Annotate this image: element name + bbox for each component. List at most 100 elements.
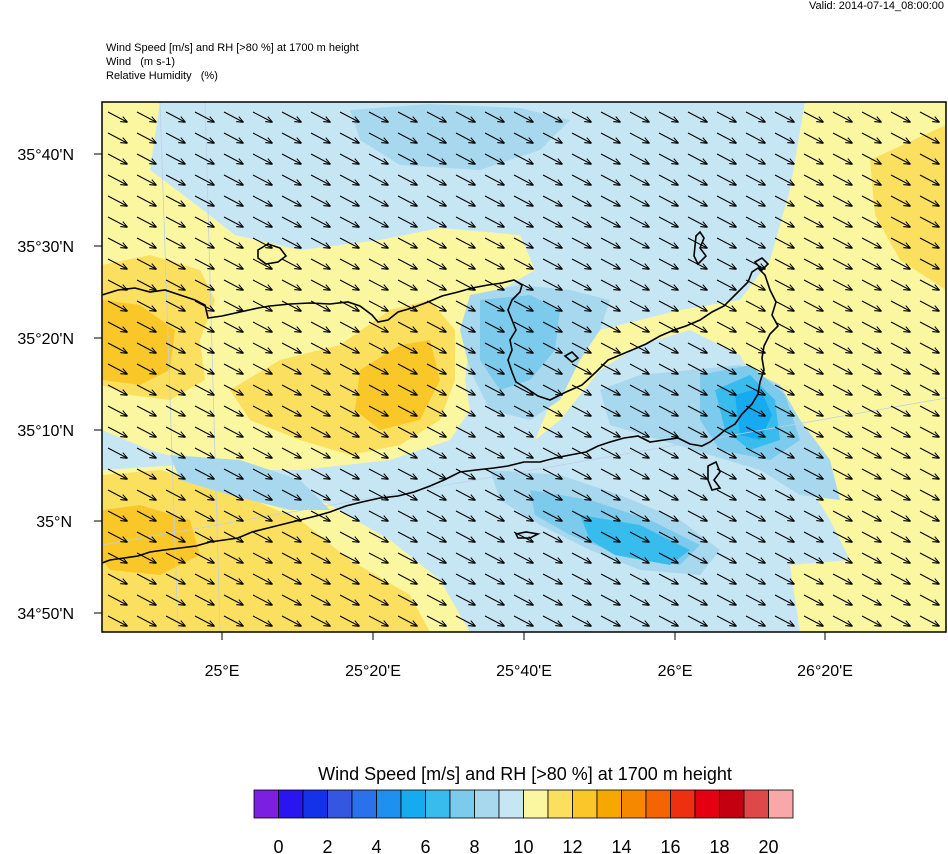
wind-arrow: [165, 510, 185, 521]
wind-arrow: [600, 384, 620, 395]
wind-arrow: [658, 594, 678, 605]
wind-arrow: [194, 447, 214, 458]
wind-arrow: [542, 426, 562, 437]
wind-arrow: [484, 615, 504, 626]
wind-arrow: [281, 510, 301, 521]
wind-arrow: [223, 552, 243, 563]
wind-arrow: [165, 447, 185, 458]
wind-arrow: [339, 174, 359, 185]
wind-arrow: [774, 195, 794, 206]
colorbar-swatch: [694, 789, 720, 819]
wind-arrow: [571, 447, 591, 458]
wind-arrow: [281, 111, 301, 122]
wind-arrow: [107, 552, 127, 563]
wind-arrow: [194, 195, 214, 206]
wind-arrow: [281, 594, 301, 605]
wind-arrow: [194, 216, 214, 227]
wind-arrow: [368, 216, 388, 227]
wind-arrow: [455, 615, 475, 626]
wind-arrow: [542, 447, 562, 458]
wind-arrow: [397, 552, 417, 563]
wind-arrow: [368, 384, 388, 395]
wind-arrow: [165, 573, 185, 584]
wind-arrow: [919, 447, 939, 458]
wind-arrow: [919, 384, 939, 395]
wind-arrow: [629, 489, 649, 500]
wind-arrow: [107, 510, 127, 521]
wind-arrow: [484, 342, 504, 353]
wind-arrow: [629, 384, 649, 395]
wind-arrow: [455, 573, 475, 584]
wind-arrow: [310, 300, 330, 311]
wind-arrow: [803, 216, 823, 227]
lon-label: 25°20'E: [345, 663, 401, 680]
wind-arrow: [339, 447, 359, 458]
wind-arrow: [513, 405, 533, 416]
wind-arrow: [165, 111, 185, 122]
wind-arrow: [542, 405, 562, 416]
wind-arrow: [687, 594, 707, 605]
wind-arrow: [600, 153, 620, 164]
wind-arrow: [890, 405, 910, 416]
wind-arrow: [832, 279, 852, 290]
wind-arrow: [919, 258, 939, 269]
wind-arrow: [484, 447, 504, 458]
wind-arrow: [252, 531, 272, 542]
wind-arrow: [426, 132, 446, 143]
wind-arrow: [368, 153, 388, 164]
wind-arrow: [687, 132, 707, 143]
colorbar-swatch: [278, 789, 304, 819]
wind-arrow: [368, 300, 388, 311]
wind-arrow: [542, 279, 562, 290]
wind-arrow: [803, 573, 823, 584]
colorbar-swatch: [719, 789, 745, 819]
wind-arrow: [571, 132, 591, 143]
wind-arrow: [890, 468, 910, 479]
colorbar-tick-label: 0: [273, 837, 283, 854]
wind-arrow: [890, 384, 910, 395]
wind-arrow: [832, 153, 852, 164]
wind-arrow: [571, 258, 591, 269]
wind-arrow: [397, 363, 417, 374]
wind-arrow: [368, 447, 388, 458]
wind-arrow: [542, 594, 562, 605]
wind-arrow: [426, 552, 446, 563]
wind-arrow: [803, 552, 823, 563]
wind-arrow: [194, 237, 214, 248]
wind-arrow: [339, 552, 359, 563]
wind-arrow: [165, 384, 185, 395]
colorbar-swatch: [425, 789, 451, 819]
wind-arrow: [542, 216, 562, 227]
lat-label: 34°50'N: [17, 606, 74, 623]
wind-arrow: [745, 468, 765, 479]
wind-arrow: [658, 426, 678, 437]
wind-arrow: [629, 111, 649, 122]
wind-arrow: [832, 195, 852, 206]
wind-arrow: [629, 237, 649, 248]
wind-arrow: [310, 447, 330, 458]
wind-arrow: [281, 384, 301, 395]
wind-arrow: [484, 321, 504, 332]
wind-arrow: [484, 300, 504, 311]
lon-label: 26°20'E: [797, 663, 853, 680]
wind-arrow: [658, 258, 678, 269]
wind-arrow: [629, 426, 649, 437]
wind-arrow: [426, 468, 446, 479]
wind-arrow: [542, 237, 562, 248]
wind-arrow: [890, 531, 910, 542]
wind-arrow: [339, 216, 359, 227]
wind-arrow: [136, 489, 156, 500]
lat-label: 35°N: [36, 514, 72, 531]
wind-arrow: [252, 426, 272, 437]
wind-arrow: [339, 111, 359, 122]
wind-arrow: [252, 279, 272, 290]
colorbar-swatch: [400, 789, 426, 819]
wind-arrow: [832, 552, 852, 563]
wind-arrow: [861, 384, 881, 395]
wind-arrow: [397, 132, 417, 143]
wind-arrow: [136, 552, 156, 563]
wind-arrow: [629, 594, 649, 605]
wind-arrow: [600, 426, 620, 437]
wind-arrow: [107, 216, 127, 227]
wind-arrow: [774, 510, 794, 521]
